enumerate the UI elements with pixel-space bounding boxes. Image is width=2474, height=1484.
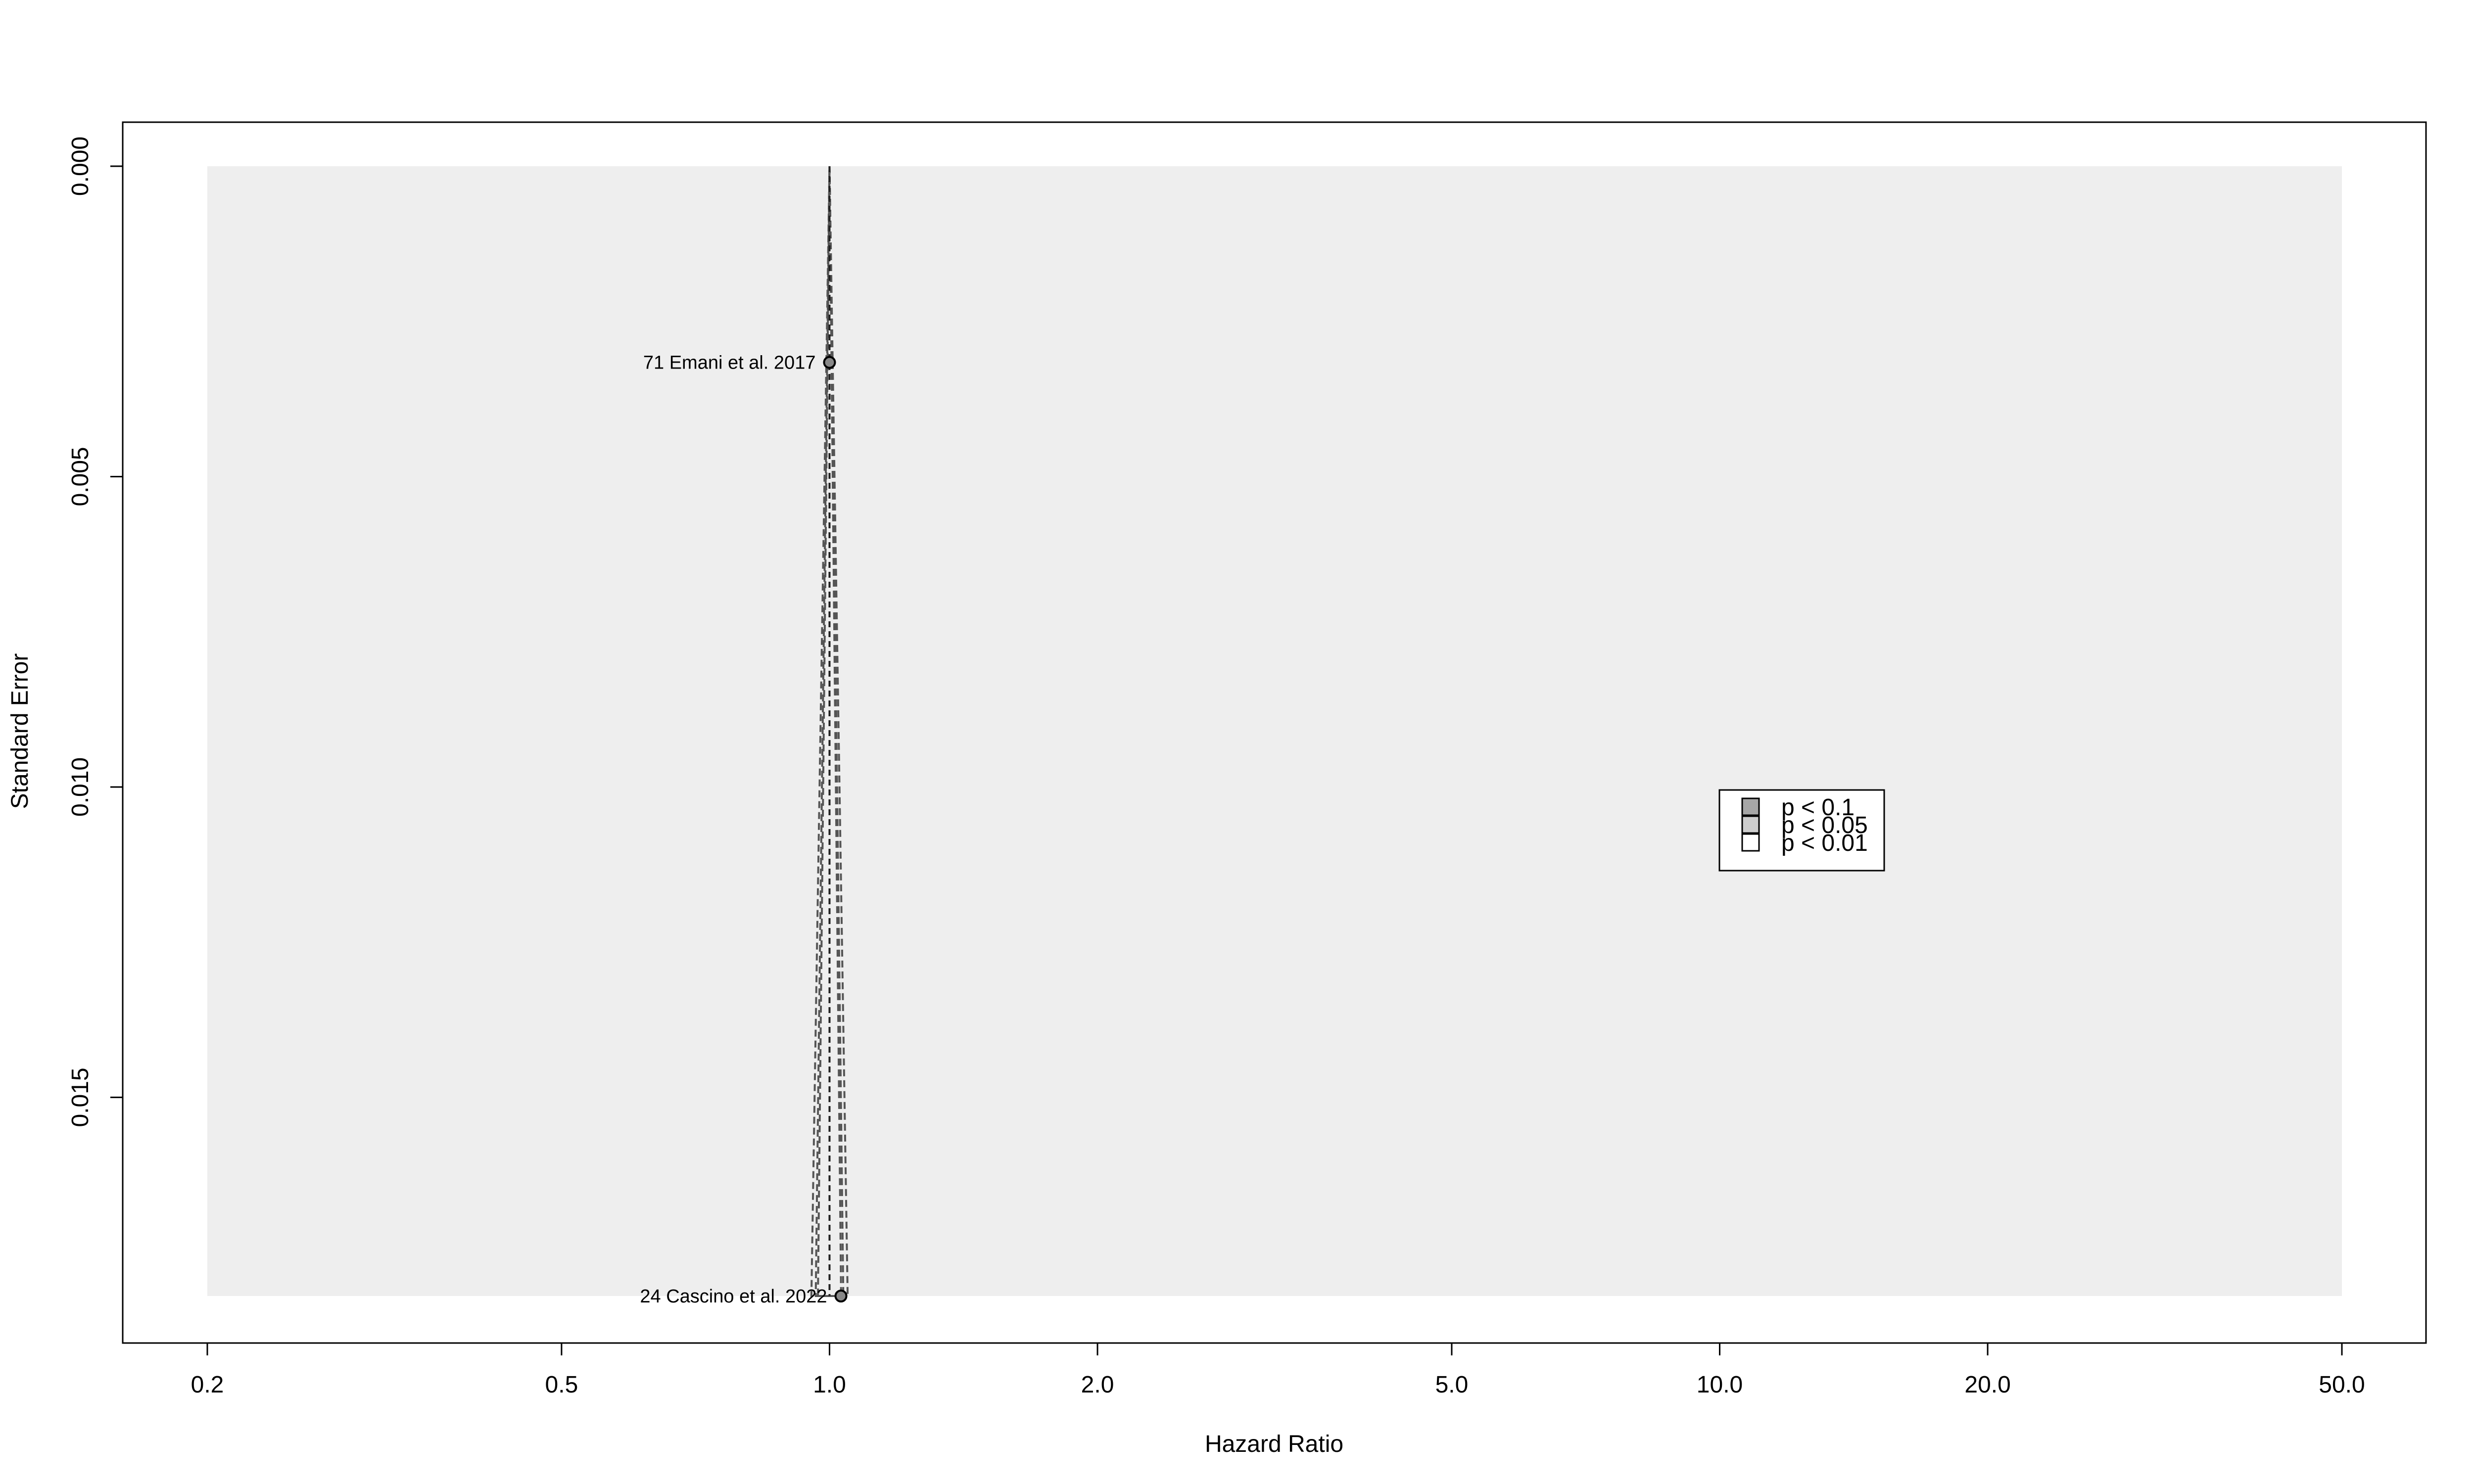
x-tick-label: 2.0 <box>1081 1372 1114 1398</box>
x-axis-title: Hazard Ratio <box>1205 1431 1343 1457</box>
study-points: 71 Emani et al. 2017 24 Cascino et al. 20… <box>640 353 848 1307</box>
x-tick-label: 0.5 <box>545 1372 578 1398</box>
legend-label-p001: p < 0.01 <box>1781 830 1868 856</box>
legend-swatch-p005 <box>1741 815 1760 834</box>
y-tick-label: 0.005 <box>67 447 94 506</box>
legend-swatch-p001 <box>1741 833 1760 852</box>
y-tick-label: 0.015 <box>67 1067 94 1127</box>
x-tick-label: 50.0 <box>2319 1372 2365 1398</box>
x-axis-ticks: 0.2 0.5 1.0 2.0 5.0 10.0 20.0 50.0 <box>191 1343 2365 1398</box>
x-tick-label: 1.0 <box>813 1372 846 1398</box>
legend: p < 0.1 p < 0.05 p < 0.01 <box>1718 789 1885 872</box>
y-axis-ticks: 0.000 0.005 0.010 0.015 <box>67 137 123 1127</box>
axes <box>122 166 2342 1344</box>
study-label: 71 Emani et al. 2017 <box>643 353 816 373</box>
funnel-background <box>207 166 2342 1296</box>
study-point <box>834 1290 848 1302</box>
y-tick-label: 0.010 <box>67 757 94 817</box>
x-tick-label: 10.0 <box>1697 1372 1743 1398</box>
study-point <box>823 356 836 369</box>
study-label: 24 Cascino et al. 2022 <box>640 1286 827 1307</box>
x-tick-label: 20.0 <box>1964 1372 2010 1398</box>
x-tick-label: 0.2 <box>191 1372 224 1398</box>
x-tick-label: 5.0 <box>1435 1372 1469 1398</box>
funnel-region <box>207 166 2342 1297</box>
legend-swatch-p01 <box>1741 797 1760 816</box>
legend-label-p01: p < 0.1 <box>1781 794 1855 821</box>
y-axis-title: Standard Error <box>7 653 33 809</box>
y-tick-label: 0.000 <box>67 137 94 196</box>
legend-label-p005: p < 0.05 <box>1781 812 1868 838</box>
